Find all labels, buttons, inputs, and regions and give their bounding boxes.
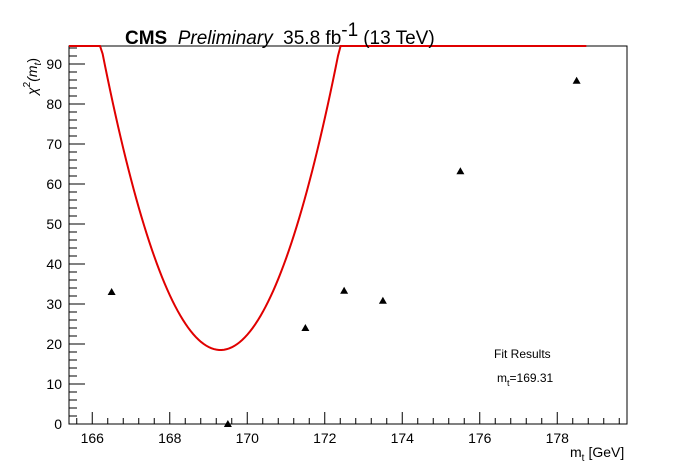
title-lumi: 35.8 fb [283, 28, 341, 49]
y-tick-label: 10 [46, 376, 62, 392]
chart-title: CMS Preliminary 35.8 fb-1 (13 TeV) [125, 20, 435, 49]
data-point [572, 76, 581, 84]
y-label-arg-close: ) [24, 58, 40, 63]
x-tick-label: 170 [236, 430, 260, 446]
title-energy: (13 TeV) [363, 28, 434, 49]
y-tick-label: 70 [46, 136, 62, 152]
x-label-subscript: t [582, 453, 585, 464]
fit-param-subscript: t [507, 378, 510, 388]
fit-results-header: Fit Results [494, 347, 551, 361]
y-label-symbol: χ [24, 87, 40, 97]
y-tick-label: 60 [46, 176, 62, 192]
x-label-symbol: m [570, 444, 582, 460]
fit-layer [69, 45, 587, 351]
x-axis-label: mt [GeV] [570, 444, 624, 464]
y-tick-label: 80 [46, 96, 62, 112]
x-tick-label: 178 [546, 430, 570, 446]
y-axis-ticks [69, 47, 85, 425]
y-axis-tick-labels: 0 10 20 30 40 50 60 70 80 90 [46, 56, 62, 432]
x-tick-label: 166 [81, 430, 105, 446]
y-tick-label: 50 [46, 216, 62, 232]
y-tick-label: 20 [46, 336, 62, 352]
x-tick-label: 172 [313, 430, 337, 446]
x-axis-tick-labels: 166 168 170 172 174 176 178 [81, 430, 570, 446]
title-status: Preliminary [178, 28, 275, 49]
y-label-superscript: 2 [22, 81, 33, 87]
y-label-arg-open: (m [24, 65, 40, 82]
plot-frame [68, 45, 628, 425]
axes-frame [68, 45, 628, 425]
fit-curve [69, 45, 587, 351]
data-point [107, 288, 116, 295]
data-point [223, 420, 232, 427]
data-point [340, 286, 349, 294]
y-tick-label: 90 [46, 56, 62, 72]
x-label-unit: [GeV] [588, 444, 624, 460]
x-tick-label: 174 [391, 430, 415, 446]
title-lumi-exponent: -1 [341, 20, 358, 41]
fit-param-value: =169.31 [510, 371, 554, 385]
y-tick-label: 0 [54, 416, 62, 432]
fit-results-value: mt=169.31 [497, 371, 554, 388]
y-axis-label: χ2(mt) [22, 58, 44, 97]
data-point [301, 324, 310, 331]
title-experiment: CMS [125, 28, 167, 49]
data-point [378, 296, 387, 304]
data-point [456, 167, 465, 175]
data-points-layer [107, 76, 581, 427]
y-tick-label: 40 [46, 256, 62, 272]
x-axis-ticks [76, 412, 620, 424]
fit-param-symbol: m [497, 371, 507, 385]
x-tick-label: 168 [158, 430, 182, 446]
x-tick-label: 176 [468, 430, 492, 446]
y-label-arg-subscript: t [33, 61, 44, 65]
y-tick-label: 30 [46, 296, 62, 312]
